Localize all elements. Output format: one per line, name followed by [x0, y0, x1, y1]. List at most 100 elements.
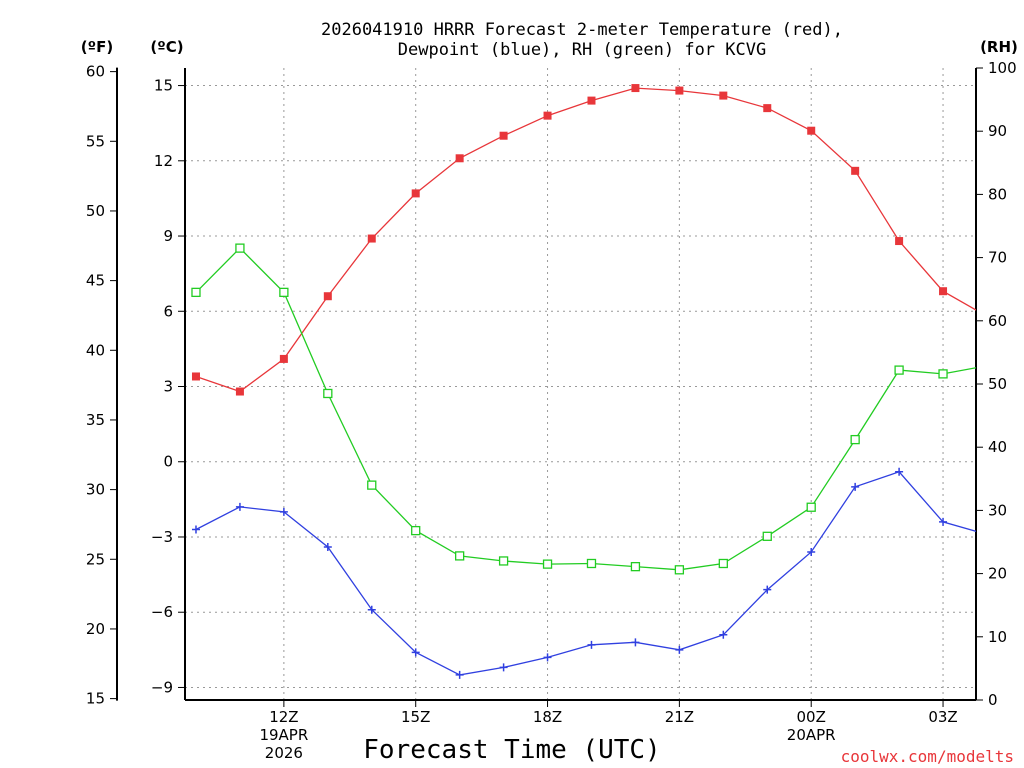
rh-tick-label: 80	[988, 185, 1007, 203]
rh-tick-label: 0	[988, 691, 998, 709]
data-point-temperature	[851, 166, 860, 175]
watermark: coolwx.com/modelts	[841, 747, 1014, 766]
series-line-rh	[195, 247, 976, 571]
data-point-temperature	[939, 287, 948, 296]
fahrenheit-tick-label: 45	[86, 272, 105, 290]
data-point-dewpoint	[455, 670, 464, 679]
data-point-dewpoint	[719, 630, 728, 639]
data-point-dewpoint	[851, 482, 860, 491]
rh-tick-label: 40	[988, 438, 1007, 456]
fahrenheit-tick-label: 40	[86, 341, 105, 359]
celsius-tick-label: 12	[154, 152, 173, 170]
data-point-rh	[455, 551, 465, 561]
rh-tick-label: 20	[988, 565, 1007, 583]
data-series	[191, 84, 991, 679]
data-point-rh	[498, 556, 509, 566]
grid-lines	[185, 68, 976, 700]
celsius-tick-label: 0	[163, 453, 173, 471]
data-point-dewpoint	[763, 585, 772, 594]
rh-unit-label: (RH)	[980, 38, 1018, 56]
x-tick-date: 19APR	[259, 726, 308, 744]
x-axis-title: Forecast Time (UTC)	[363, 735, 660, 765]
celsius-tick-label: 3	[163, 378, 173, 396]
x-tick-label: 03Z	[928, 708, 957, 726]
data-point-rh	[762, 531, 772, 541]
data-point-dewpoint	[939, 517, 948, 526]
rh-tick-label: 90	[988, 122, 1007, 140]
celsius-tick-label: −6	[151, 603, 173, 621]
data-point-temperature	[587, 96, 596, 105]
celsius-tick-label: 9	[163, 227, 173, 245]
data-point-dewpoint	[367, 605, 376, 614]
data-point-dewpoint	[411, 648, 420, 657]
data-point-rh	[938, 369, 948, 379]
series-rh	[191, 243, 991, 575]
fahrenheit-tick-label: 60	[86, 63, 105, 81]
data-point-dewpoint	[191, 525, 200, 534]
rh-tick-label: 10	[988, 628, 1007, 646]
data-point-dewpoint	[983, 530, 991, 538]
x-tick-label: 21Z	[665, 708, 694, 726]
fahrenheit-unit-label: (ºF)	[81, 38, 113, 56]
x-tick-label: 15Z	[401, 708, 430, 726]
celsius-unit-label: (ºC)	[150, 38, 183, 56]
data-point-rh	[850, 434, 860, 445]
fahrenheit-tick-label: 30	[86, 481, 105, 499]
data-point-temperature	[191, 372, 200, 381]
series-dewpoint	[191, 467, 991, 679]
data-point-rh	[323, 388, 333, 399]
data-point-rh	[279, 287, 289, 298]
data-point-temperature	[807, 126, 816, 135]
fahrenheit-tick-label: 20	[86, 620, 105, 638]
data-point-temperature	[323, 292, 332, 301]
rh-tick-label: 50	[988, 375, 1007, 393]
chart-title-line-1: 2026041910 HRRR Forecast 2-meter Tempera…	[321, 20, 843, 40]
x-tick-year: 2026	[265, 744, 303, 762]
data-point-rh	[718, 558, 728, 569]
celsius-tick-label: 6	[163, 302, 173, 320]
data-point-dewpoint	[675, 645, 684, 654]
x-tick-label: 00Z	[797, 708, 826, 726]
data-point-temperature	[455, 154, 464, 163]
data-point-temperature	[763, 104, 772, 113]
data-point-dewpoint	[587, 640, 596, 649]
data-point-temperature	[895, 237, 904, 246]
data-point-rh	[806, 502, 816, 512]
data-point-temperature	[235, 387, 244, 396]
data-point-rh	[542, 559, 553, 569]
data-point-rh	[630, 561, 641, 572]
celsius-tick-label: −9	[151, 678, 173, 696]
series-temperature	[191, 84, 976, 396]
data-point-dewpoint	[543, 653, 552, 662]
data-point-temperature	[367, 234, 376, 243]
rh-tick-label: 70	[988, 249, 1007, 267]
data-point-dewpoint	[631, 638, 640, 647]
data-point-dewpoint	[895, 467, 904, 476]
series-line-temperature	[195, 87, 976, 393]
data-point-rh	[235, 243, 245, 253]
celsius-tick-label: 15	[154, 77, 173, 95]
data-point-rh	[894, 365, 904, 375]
data-point-dewpoint	[235, 502, 244, 511]
data-point-dewpoint	[279, 507, 288, 516]
data-point-temperature	[499, 131, 508, 140]
x-tick-date: 20APR	[787, 726, 836, 744]
data-point-rh	[367, 480, 377, 490]
data-point-temperature	[411, 189, 420, 198]
rh-tick-label: 100	[988, 59, 1017, 77]
data-point-temperature	[631, 84, 640, 93]
rh-tick-label: 30	[988, 501, 1007, 519]
data-point-rh	[191, 287, 201, 298]
x-tick-label: 18Z	[533, 708, 562, 726]
rh-tick-label: 60	[988, 312, 1007, 330]
data-point-rh	[983, 362, 991, 370]
data-point-rh	[411, 525, 421, 536]
data-point-rh	[586, 558, 597, 569]
data-point-dewpoint	[807, 548, 816, 557]
x-tick-label: 12Z	[269, 708, 298, 726]
fahrenheit-tick-label: 55	[86, 132, 105, 150]
data-point-rh	[674, 565, 685, 575]
celsius-tick-label: −3	[151, 528, 173, 546]
